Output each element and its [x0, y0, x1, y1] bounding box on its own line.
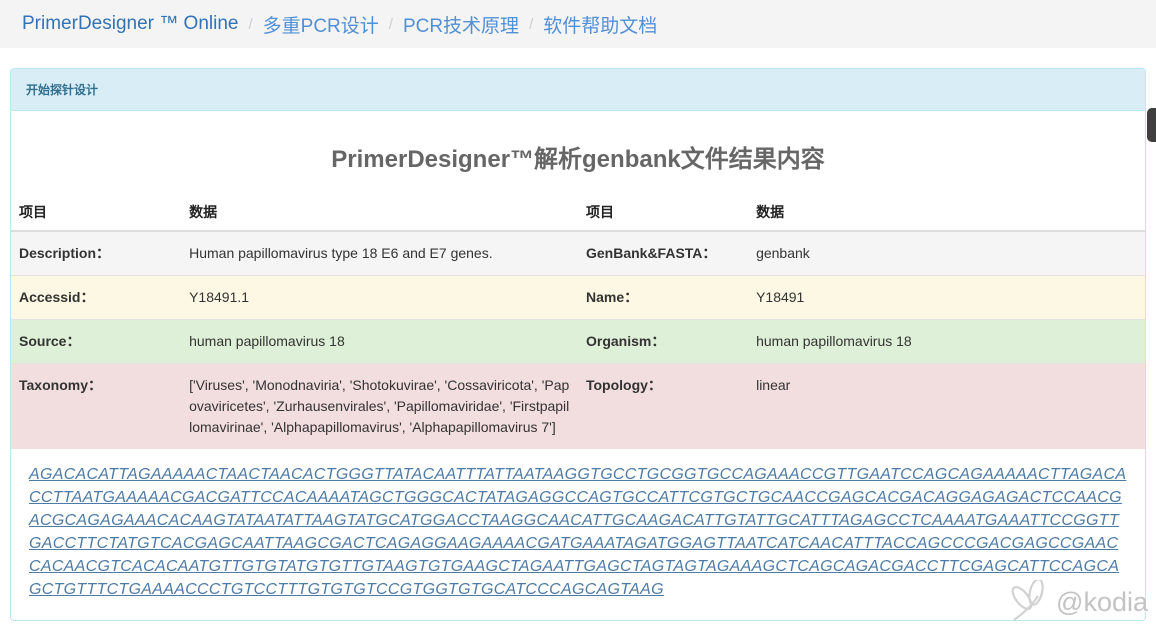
panel-header-start-probe-design[interactable]: 开始探针设计: [11, 69, 1145, 111]
value-accessid: Y18491.1: [181, 275, 578, 320]
table-row-description: Description： Human papillomavirus type 1…: [11, 230, 1145, 276]
dna-sequence-text: AGACACATTAGAAAAACTAACTAACACTGGGTTATACAAT…: [29, 466, 1127, 598]
value-source: human papillomavirus 18: [181, 319, 578, 364]
value-genbank-fasta: genbank: [748, 230, 1145, 276]
nav-separator: /: [248, 15, 253, 33]
label-taxonomy: Taxonomy：: [11, 363, 182, 449]
label-genbank-fasta: GenBank&FASTA：: [577, 230, 749, 276]
value-taxonomy: ['Viruses', 'Monodnaviria', 'Shotokuvira…: [181, 363, 578, 449]
nav-separator: /: [388, 15, 393, 33]
top-navbar: PrimerDesigner ™ Online / 多重PCR设计 / PCR技…: [0, 0, 1156, 48]
nav-link-multiplex-pcr-design[interactable]: 多重PCR设计: [262, 15, 379, 37]
genbank-result-table: 项目 数据 项目 数据 Description： Human papilloma…: [11, 194, 1145, 449]
panel-body: PrimerDesigner™解析genbank文件结果内容 项目 数据 项目 …: [11, 139, 1145, 611]
nav-separator: /: [529, 15, 534, 33]
label-source: Source：: [11, 319, 182, 364]
value-name: Y18491: [748, 275, 1145, 320]
label-topology: Topology：: [577, 363, 749, 449]
column-header-data-right: 数据: [748, 194, 1145, 232]
column-header-data-left: 数据: [181, 194, 578, 232]
label-description: Description：: [11, 230, 182, 276]
scrollbar-thumb[interactable]: [1147, 108, 1156, 142]
nav-link-help-docs[interactable]: 软件帮助文档: [543, 15, 658, 37]
table-header-row: 项目 数据 项目 数据: [11, 194, 1145, 232]
nav-link-pcr-principle[interactable]: PCR技术原理: [402, 15, 520, 37]
table-row-taxonomy: Taxonomy： ['Viruses', 'Monodnaviria', 'S…: [11, 363, 1145, 449]
page-title: PrimerDesigner™解析genbank文件结果内容: [331, 146, 825, 173]
label-organism: Organism：: [577, 319, 749, 364]
brand-link[interactable]: PrimerDesigner ™ Online: [22, 13, 239, 34]
column-header-item-left: 项目: [11, 194, 182, 232]
label-name: Name：: [577, 275, 749, 320]
value-topology: linear: [748, 363, 1145, 449]
value-organism: human papillomavirus 18: [748, 319, 1145, 364]
table-row-accessid: Accessid： Y18491.1 Name： Y18491: [11, 275, 1145, 320]
table-row-source: Source： human papillomavirus 18 Organism…: [11, 319, 1145, 364]
probe-design-panel: 开始探针设计 PrimerDesigner™解析genbank文件结果内容 项目…: [10, 68, 1146, 621]
column-header-item-right: 项目: [577, 194, 749, 232]
value-description: Human papillomavirus type 18 E6 and E7 g…: [181, 230, 578, 276]
label-accessid: Accessid：: [11, 275, 182, 320]
